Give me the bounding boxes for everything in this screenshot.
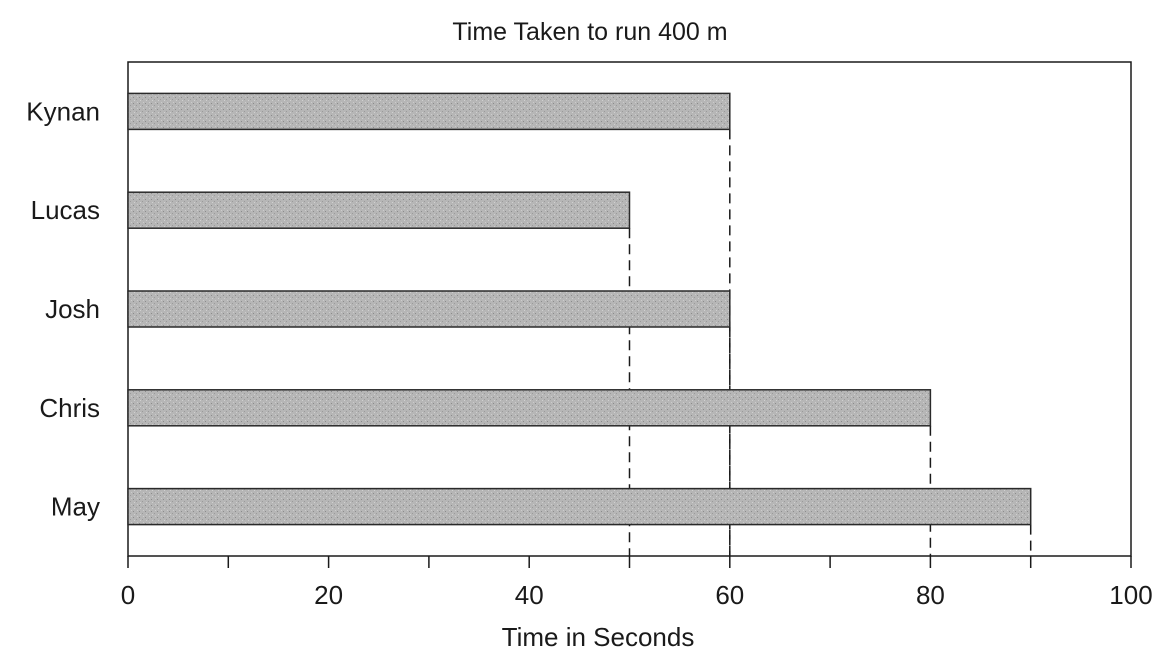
category-label-kynan: Kynan [26,96,100,126]
x-tick-label-100: 100 [1109,580,1152,610]
category-label-lucas: Lucas [31,195,100,225]
bar-lucas [127,191,631,229]
x-tick-label-60: 60 [715,580,744,610]
bar-josh [127,290,731,328]
category-label-chris: Chris [39,393,100,423]
x-tick-label-80: 80 [916,580,945,610]
bar-kynan [127,92,731,131]
category-labels: Kynan Lucas Josh Chris May [26,96,100,521]
x-tick-label-0: 0 [121,580,135,610]
bars [127,92,1032,526]
x-tick-label-20: 20 [314,580,343,610]
x-axis-title: Time in Seconds [502,622,695,652]
bar-may [127,487,1032,526]
x-tick-label-40: 40 [515,580,544,610]
category-label-josh: Josh [45,294,100,324]
chart-title: Time Taken to run 400 m [452,18,727,46]
x-axis-tick-labels: 0 20 40 60 80 100 [121,580,1153,610]
category-label-may: May [51,492,100,522]
x-axis-ticks [127,556,1132,568]
bar-chris [127,389,932,427]
